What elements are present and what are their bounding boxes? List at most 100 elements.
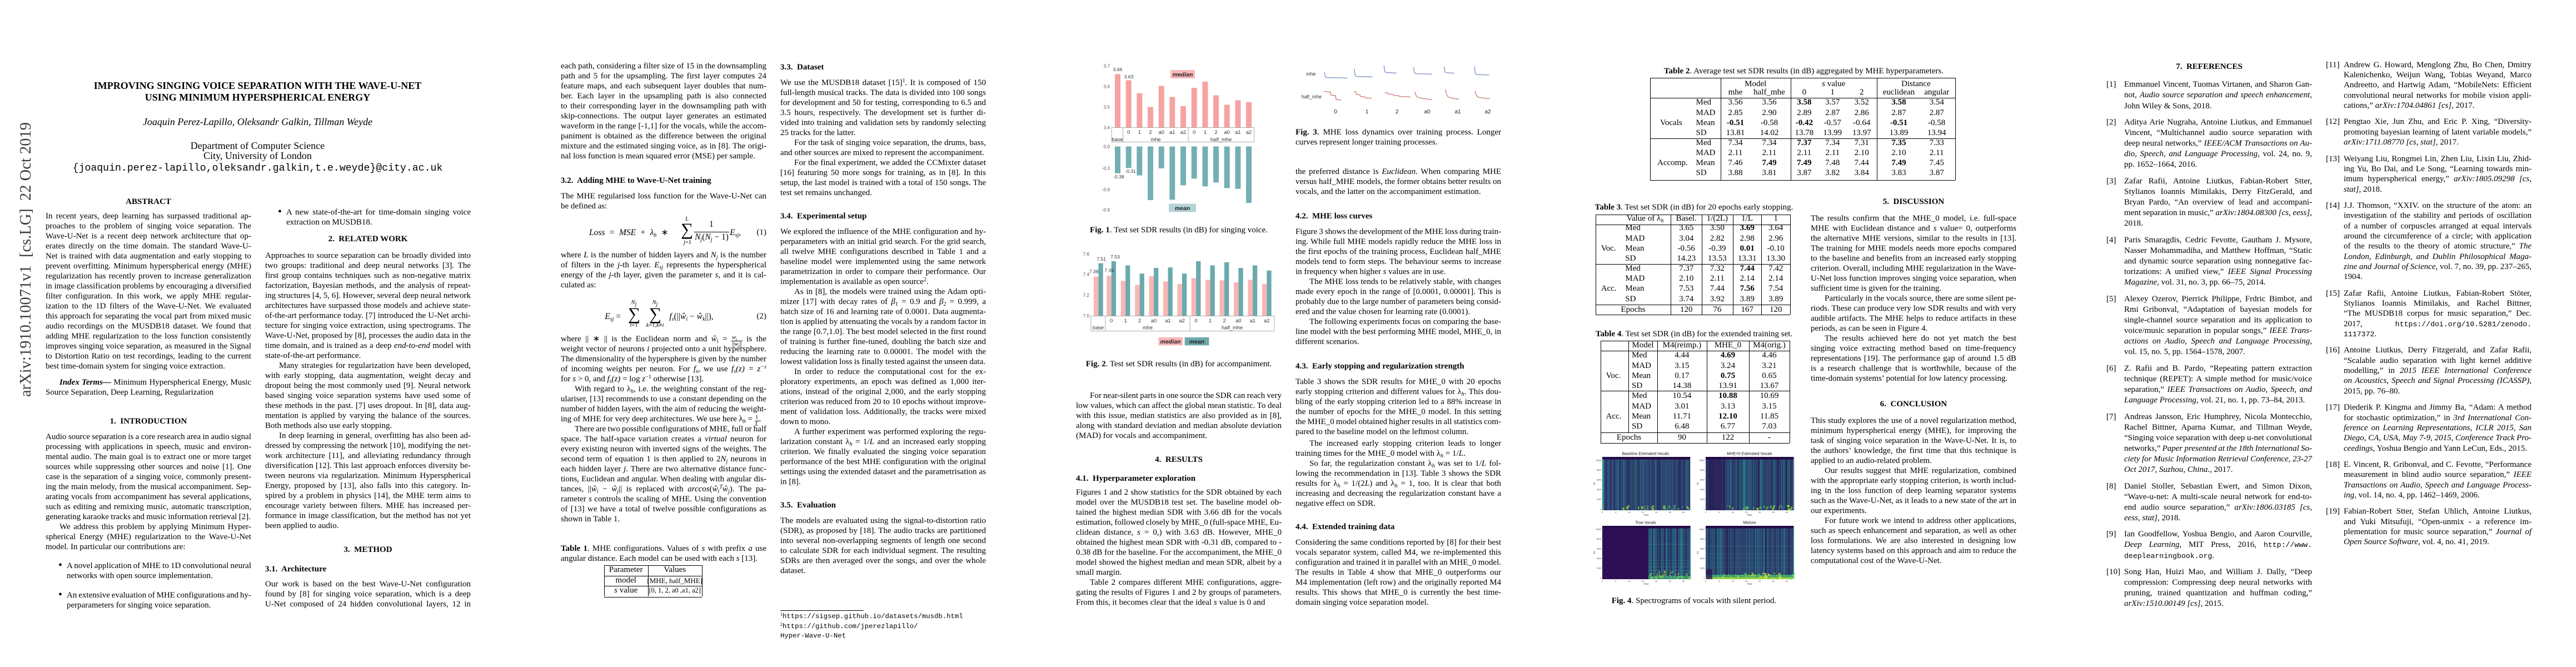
svg-text:a0: a0	[1151, 318, 1157, 323]
svg-text:3.6: 3.6	[1104, 84, 1110, 89]
svg-text:0: 0	[1600, 508, 1601, 510]
svg-text:5: 5	[1615, 511, 1616, 514]
svg-text:mean: mean	[1189, 339, 1204, 345]
svg-text:5: 5	[1718, 511, 1720, 514]
svg-text:Time: Time	[1747, 583, 1752, 585]
svg-text:Hz: Hz	[1696, 482, 1699, 485]
svg-text:a2: a2	[1246, 130, 1252, 135]
svg-text:a1: a1	[1454, 109, 1461, 115]
svg-text:Mixture: Mixture	[1743, 520, 1756, 525]
svg-text:mean: mean	[1175, 205, 1190, 212]
svg-text:10000: 10000	[1699, 529, 1705, 531]
svg-text:2: 2	[1223, 318, 1225, 323]
svg-text:0: 0	[1602, 511, 1603, 514]
svg-text:median: median	[1173, 72, 1193, 78]
svg-text:1: 1	[1366, 109, 1369, 115]
svg-text:median: median	[1160, 339, 1181, 345]
svg-text:8000: 8000	[1700, 469, 1705, 471]
svg-text:7.4: 7.4	[1083, 272, 1090, 277]
svg-text:15: 15	[1745, 511, 1747, 514]
svg-text:1: 1	[1204, 130, 1207, 135]
svg-text:8000: 8000	[1597, 538, 1601, 540]
svg-text:7.51: 7.51	[1097, 256, 1106, 262]
svg-text:30: 30	[1682, 580, 1685, 583]
svg-text:25: 25	[1668, 580, 1671, 583]
svg-text:a0: a0	[1424, 109, 1431, 115]
svg-text:7.38: 7.38	[1089, 269, 1099, 275]
svg-text:20: 20	[1758, 511, 1761, 514]
svg-text:a2: a2	[1180, 130, 1186, 135]
svg-text:Hz: Hz	[1593, 482, 1596, 485]
svg-text:True Vocals: True Vocals	[1635, 520, 1656, 525]
svg-text:15: 15	[1745, 580, 1747, 583]
svg-text:5: 5	[1615, 580, 1616, 583]
svg-text:10: 10	[1731, 511, 1733, 514]
svg-text:-0.6: -0.6	[1102, 187, 1110, 192]
svg-text:8000: 8000	[1700, 538, 1705, 540]
svg-text:a1: a1	[1169, 130, 1175, 135]
svg-text:mhe: mhe	[1143, 325, 1153, 330]
svg-text:Baseline Estimated Vocals: Baseline Estimated Vocals	[1622, 451, 1670, 456]
svg-text:10: 10	[1628, 511, 1630, 514]
svg-text:half_mhe: half_mhe	[1302, 94, 1322, 99]
svg-text:30: 30	[1682, 511, 1685, 514]
svg-text:15: 15	[1642, 511, 1644, 514]
svg-text:20: 20	[1758, 580, 1761, 583]
svg-text:Time: Time	[1747, 514, 1752, 516]
svg-text:a0: a0	[1159, 130, 1164, 135]
svg-text:0: 0	[1334, 109, 1337, 115]
svg-text:mhe: mhe	[1150, 137, 1160, 142]
svg-text:3.7: 3.7	[1104, 64, 1110, 69]
svg-text:0: 0	[1602, 580, 1603, 583]
svg-text:a1: a1	[1165, 318, 1170, 323]
svg-text:1: 1	[1209, 318, 1212, 323]
svg-text:0: 0	[1600, 577, 1601, 579]
svg-text:MHE=0 Estimated Vocals: MHE=0 Estimated Vocals	[1727, 451, 1772, 456]
svg-text:3.63: 3.63	[1124, 74, 1134, 79]
svg-text:7.53: 7.53	[1110, 254, 1120, 260]
svg-text:30: 30	[1786, 580, 1788, 583]
svg-text:25: 25	[1772, 580, 1774, 583]
svg-text:Time: Time	[1643, 583, 1649, 585]
svg-text:2: 2	[1396, 109, 1399, 115]
svg-text:20: 20	[1655, 580, 1657, 583]
svg-text:a1: a1	[1250, 318, 1255, 323]
svg-text:3.5: 3.5	[1104, 105, 1110, 110]
svg-text:2: 2	[1149, 130, 1152, 135]
svg-text:6000: 6000	[1700, 548, 1705, 550]
svg-text:a2: a2	[1264, 318, 1269, 323]
svg-text:-0.38: -0.38	[1113, 174, 1124, 180]
svg-text:6000: 6000	[1597, 479, 1601, 481]
svg-text:0: 0	[1127, 130, 1130, 135]
svg-text:7.39: 7.39	[1104, 268, 1114, 273]
svg-text:2000: 2000	[1700, 499, 1705, 501]
svg-text:a0: a0	[1235, 318, 1241, 323]
svg-text:2000: 2000	[1597, 499, 1601, 501]
svg-text:base: base	[1112, 137, 1123, 142]
svg-text:5: 5	[1718, 580, 1720, 583]
svg-text:-0.9: -0.9	[1102, 208, 1110, 213]
svg-text:7.6: 7.6	[1083, 252, 1090, 257]
svg-text:25: 25	[1668, 511, 1671, 514]
svg-text:2: 2	[1214, 130, 1217, 135]
svg-text:4000: 4000	[1597, 558, 1601, 560]
svg-text:15: 15	[1642, 580, 1644, 583]
svg-text:1: 1	[1124, 318, 1127, 323]
svg-text:2000: 2000	[1700, 568, 1705, 570]
svg-text:0: 0	[1705, 511, 1706, 514]
svg-text:mhe: mhe	[1306, 71, 1316, 77]
svg-text:a1: a1	[1235, 130, 1240, 135]
svg-text:3.4: 3.4	[1104, 126, 1110, 131]
svg-text:10000: 10000	[1596, 460, 1602, 462]
svg-text:a0: a0	[1224, 130, 1230, 135]
svg-text:10000: 10000	[1596, 529, 1602, 531]
svg-text:4000: 4000	[1597, 489, 1601, 491]
svg-text:Hz: Hz	[1696, 551, 1699, 554]
svg-text:base: base	[1093, 325, 1104, 330]
svg-text:a2: a2	[1484, 109, 1491, 115]
svg-text:half_mhe: half_mhe	[1222, 325, 1243, 330]
svg-text:1: 1	[1138, 130, 1141, 135]
svg-text:10: 10	[1628, 580, 1630, 583]
svg-text:6000: 6000	[1700, 479, 1705, 481]
svg-text:0: 0	[1194, 318, 1197, 323]
